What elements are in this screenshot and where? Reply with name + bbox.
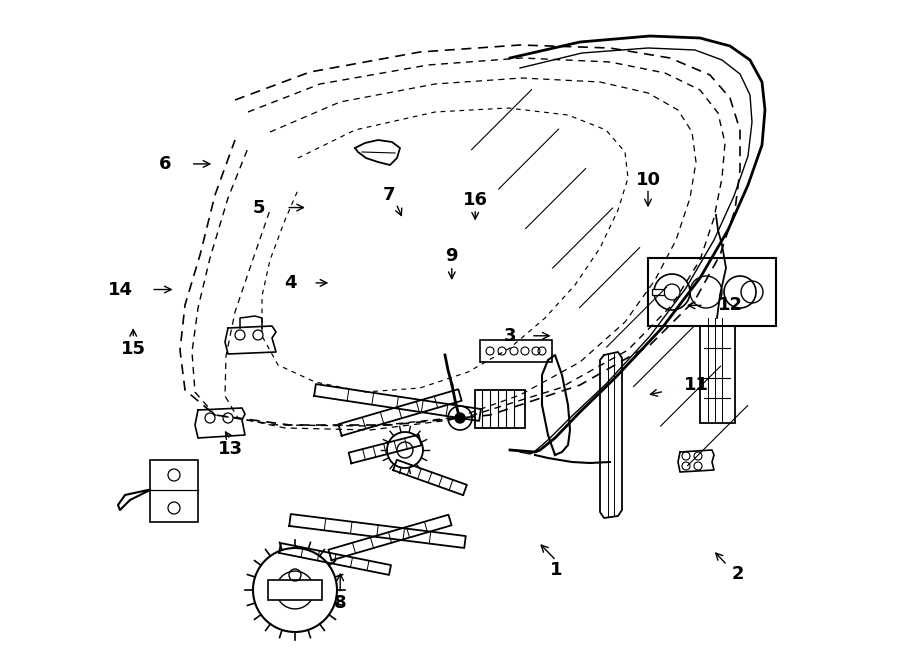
Bar: [700, 318, 735, 423]
Text: 12: 12: [718, 296, 743, 315]
Text: 14: 14: [108, 280, 133, 299]
Text: 3: 3: [504, 327, 517, 345]
Text: 16: 16: [463, 190, 488, 209]
Text: 10: 10: [635, 171, 661, 189]
Text: 15: 15: [121, 340, 146, 358]
Text: 5: 5: [253, 198, 266, 217]
Text: 2: 2: [732, 564, 744, 583]
Text: 4: 4: [284, 274, 297, 292]
Bar: [268, 580, 322, 600]
Bar: [475, 390, 525, 428]
Text: 11: 11: [684, 375, 709, 394]
Text: 1: 1: [550, 561, 562, 579]
Text: 13: 13: [218, 440, 243, 459]
Bar: [480, 340, 552, 362]
Text: 6: 6: [158, 155, 171, 173]
Text: 8: 8: [334, 594, 346, 612]
Circle shape: [455, 413, 465, 423]
Bar: [150, 460, 198, 522]
Text: 7: 7: [382, 186, 395, 204]
Bar: [652, 289, 664, 295]
Text: 9: 9: [446, 247, 458, 266]
Bar: [648, 258, 776, 326]
